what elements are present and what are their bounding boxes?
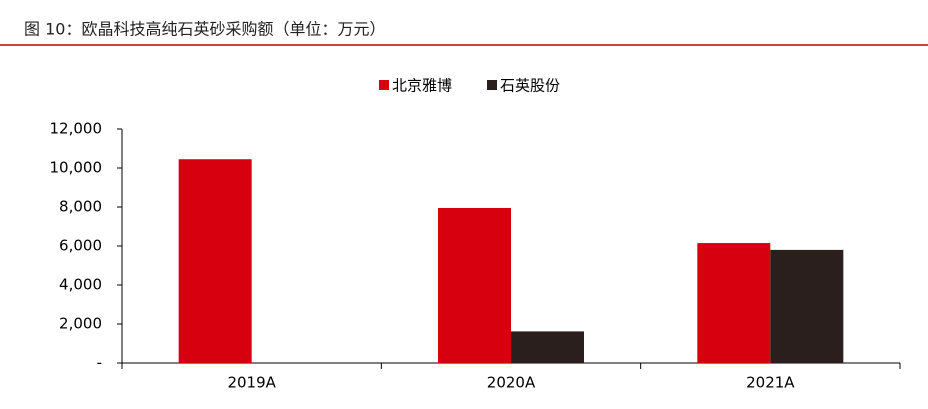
bar — [178, 159, 252, 363]
legend-swatch — [379, 80, 389, 90]
y-tick-label: 2,000 — [59, 315, 102, 333]
chart-title: 图 10：欧晶科技高纯石英砂采购额（单位：万元） — [24, 20, 385, 39]
y-tick-label: 8,000 — [59, 198, 102, 216]
bar — [511, 331, 584, 363]
legend-label: 北京雅博 — [392, 77, 452, 95]
bar — [697, 243, 771, 363]
x-tick-label: 2019A — [227, 374, 276, 392]
legend-swatch — [487, 80, 497, 90]
bar — [770, 249, 844, 363]
y-tick-label: - — [97, 354, 102, 372]
y-tick-label: 6,000 — [59, 237, 102, 255]
legend-label: 石英股份 — [500, 77, 560, 95]
bar — [438, 207, 511, 363]
y-tick-label: 12,000 — [50, 120, 103, 138]
y-tick-label: 4,000 — [59, 276, 102, 294]
x-tick-label: 2020A — [487, 374, 536, 392]
y-tick-label: 10,000 — [50, 159, 103, 177]
x-tick-label: 2021A — [746, 374, 795, 392]
